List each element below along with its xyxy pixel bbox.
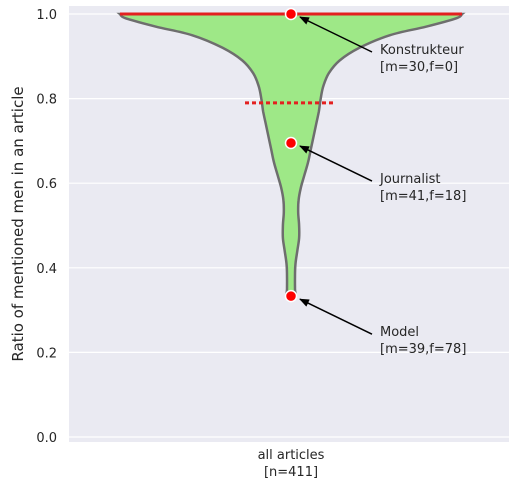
annotation-arrow (299, 145, 373, 182)
y-tick-label: 0.4 (36, 262, 57, 277)
annotation-point (284, 289, 298, 303)
annotation-point (284, 7, 298, 21)
x-category-count: [n=411] (264, 465, 318, 480)
y-tick-labels: 0.0 0.2 0.4 0.6 0.8 1.0 (36, 8, 57, 446)
annotation-name: Journalist (379, 172, 440, 187)
y-axis-label: Ratio of mentioned men in an article (9, 86, 27, 361)
y-tick-label: 0.0 (36, 431, 57, 446)
annotation-name: Konstrukteur (380, 43, 464, 58)
y-tick-label: 0.6 (36, 177, 57, 192)
annotation-arrow (299, 298, 373, 335)
annotation-counts: [m=41,f=18] (380, 189, 466, 204)
y-tick-label: 0.8 (36, 93, 57, 108)
y-tick-label: 1.0 (36, 8, 57, 23)
x-category-label: all articles (258, 448, 325, 463)
annotation-counts: [m=39,f=78] (380, 342, 466, 357)
annotation-name: Model (380, 325, 419, 340)
annotation-arrow (299, 16, 373, 53)
y-tick-label: 0.2 (36, 346, 57, 361)
annotation-point (284, 136, 298, 150)
annotation-counts: [m=30,f=0] (380, 60, 458, 75)
annotations: Konstrukteur [m=30,f=0] Journalist [m=41,f=… (284, 7, 466, 357)
